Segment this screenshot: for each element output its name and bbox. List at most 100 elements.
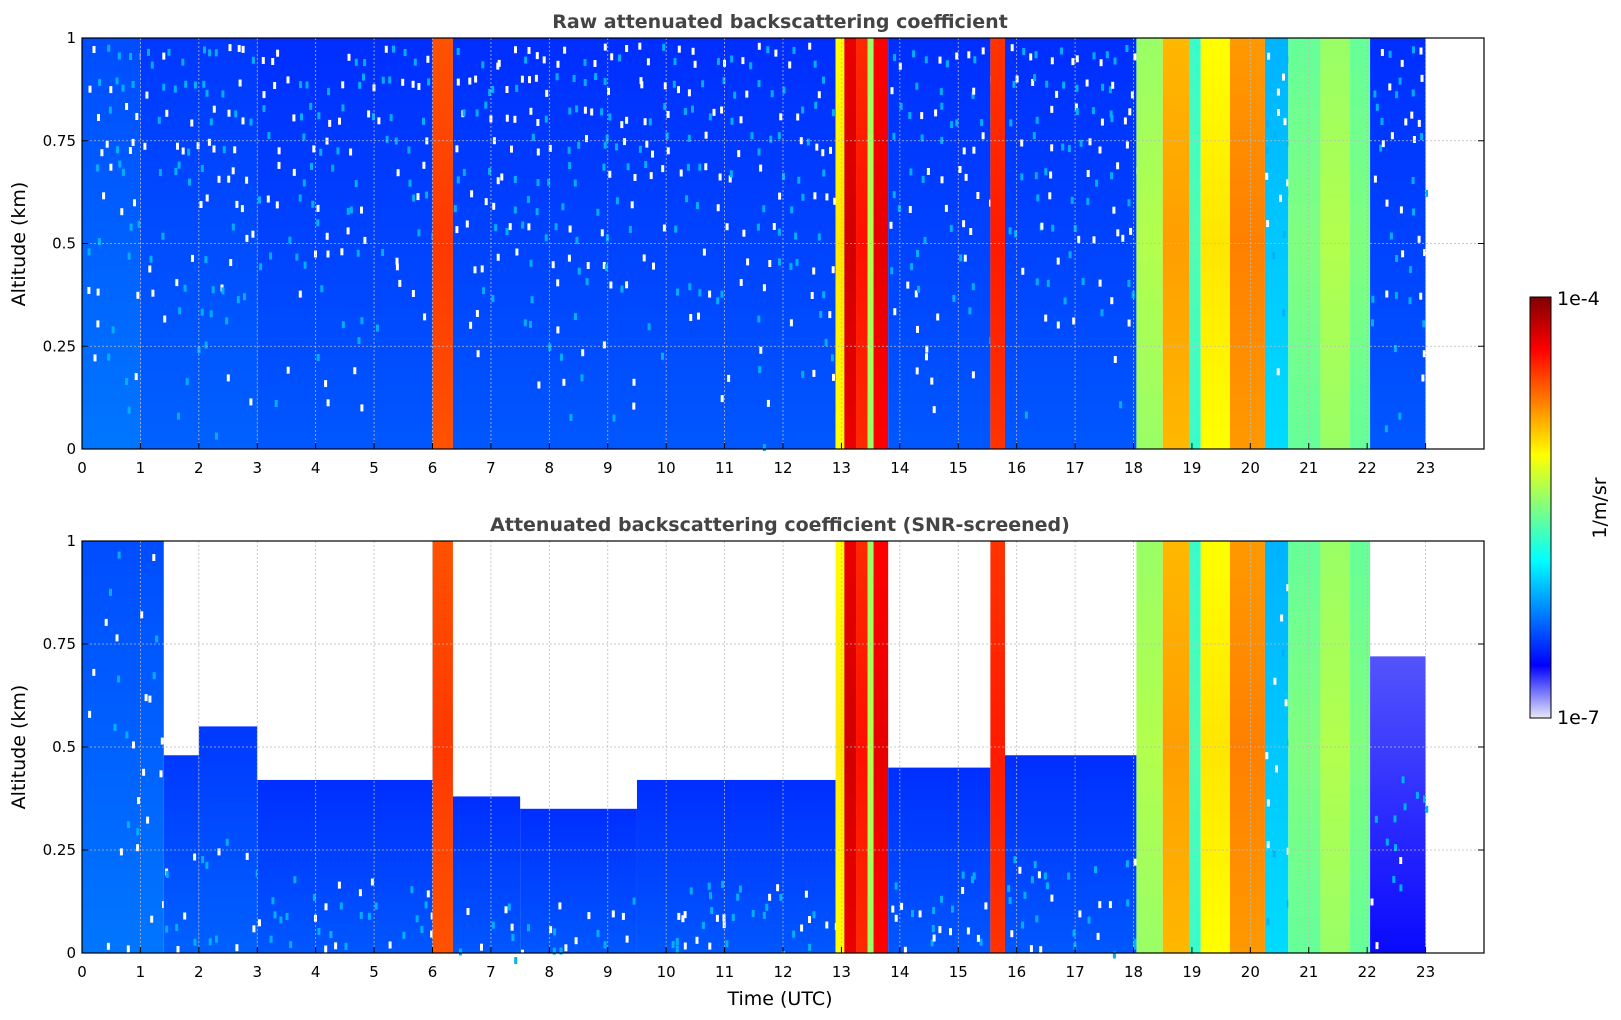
heatmap-speckle: [961, 871, 965, 879]
heatmap-speckle: [1086, 170, 1090, 177]
heatmap-speckle: [1110, 115, 1114, 123]
heatmap-speckle: [510, 145, 513, 153]
heatmap-speckle: [468, 77, 472, 85]
heatmap-speckle: [231, 223, 235, 231]
heatmap-speckle: [205, 861, 209, 869]
heatmap-speckle: [1282, 230, 1286, 238]
heatmap-speckle: [385, 135, 389, 143]
heatmap-speckle: [92, 46, 96, 53]
heatmap-speckle: [1032, 132, 1036, 140]
heatmap-speckle: [148, 265, 152, 273]
heatmap-speckle: [971, 283, 975, 291]
heatmap-column: [1264, 541, 1289, 953]
heatmap-speckle: [403, 49, 407, 56]
heatmap-speckle: [1010, 44, 1014, 52]
heatmap-speckle: [822, 291, 826, 299]
heatmap-speckle: [1111, 81, 1115, 89]
heatmap-speckle: [890, 267, 894, 275]
screened-x-ticks: 0 1 2 3 4 5 6 7 8 9 10 11 12 13 14 15 16 17 18 19 20 21 22 23: [77, 947, 1435, 981]
heatmap-speckle: [105, 140, 109, 148]
heatmap-speckle: [199, 201, 203, 208]
heatmap-speckle: [96, 288, 100, 296]
heatmap-speckle: [207, 138, 211, 146]
heatmap-speckle: [258, 919, 261, 927]
heatmap-speckle: [683, 911, 687, 919]
heatmap-speckle: [367, 912, 371, 920]
heatmap-speckle: [583, 79, 587, 86]
heatmap-speckle: [217, 848, 221, 856]
heatmap-speckle: [183, 284, 187, 292]
heatmap-speckle: [118, 160, 122, 168]
heatmap-speckle: [722, 914, 726, 922]
heatmap-speckle: [116, 146, 119, 154]
heatmap-speckle: [476, 350, 480, 358]
heatmap-speckle: [292, 168, 296, 176]
heatmap-speckle: [1399, 206, 1403, 214]
heatmap-speckle: [465, 220, 469, 228]
heatmap-speckle: [568, 225, 572, 233]
heatmap-speckle: [251, 230, 255, 238]
heatmap-speckle: [215, 432, 218, 440]
heatmap-speckle: [701, 80, 705, 88]
heatmap-speckle: [466, 908, 470, 915]
heatmap-speckle: [643, 118, 647, 126]
heatmap-speckle: [762, 205, 766, 213]
x-tick-label: 20: [1241, 963, 1260, 981]
x-tick-label: 0: [77, 459, 87, 477]
heatmap-speckle: [1398, 412, 1402, 420]
heatmap-speckle: [633, 174, 637, 181]
heatmap-speckle: [1092, 52, 1096, 60]
heatmap-speckle: [789, 319, 793, 327]
heatmap-speckle: [1068, 251, 1072, 259]
heatmap-speckle: [825, 193, 829, 201]
heatmap-speckle: [526, 195, 530, 203]
heatmap-speckle: [1072, 929, 1076, 937]
heatmap-speckle: [137, 220, 141, 228]
heatmap-speckle: [132, 741, 135, 749]
heatmap-speckle: [1404, 118, 1408, 126]
heatmap-speckle: [316, 219, 320, 227]
heatmap-speckle: [825, 921, 829, 929]
heatmap-speckle: [388, 941, 392, 949]
heatmap-speckle: [277, 147, 281, 155]
heatmap-speckle: [1056, 257, 1060, 265]
heatmap-speckle: [645, 140, 649, 148]
heatmap-speckle: [1112, 951, 1116, 959]
heatmap-speckle: [194, 81, 197, 89]
heatmap-speckle: [646, 58, 650, 66]
heatmap-speckle: [505, 228, 509, 235]
heatmap-speckle: [530, 296, 534, 304]
heatmap-speckle: [575, 105, 579, 113]
heatmap-speckle: [739, 279, 743, 286]
heatmap-speckle: [152, 672, 156, 680]
heatmap-speckle: [912, 50, 916, 58]
heatmap-speckle: [1073, 224, 1077, 232]
heatmap-speckle: [1100, 118, 1104, 126]
heatmap-speckle: [707, 882, 711, 890]
heatmap-speckle: [720, 106, 724, 114]
heatmap-speckle: [671, 941, 675, 949]
heatmap-speckle: [259, 263, 263, 271]
heatmap-speckle: [320, 285, 324, 293]
heatmap-speckle: [665, 132, 669, 140]
heatmap-speckle: [1129, 227, 1133, 235]
heatmap-speckle: [181, 58, 185, 66]
heatmap-speckle: [1020, 139, 1024, 147]
heatmap-speckle: [1286, 179, 1290, 187]
heatmap-speckle: [1130, 91, 1134, 99]
heatmap-speckle: [514, 957, 518, 964]
heatmap-speckle: [718, 173, 722, 181]
heatmap-speckle: [212, 145, 216, 153]
x-tick-label: 9: [603, 963, 613, 981]
heatmap-speckle: [903, 946, 907, 954]
heatmap-speckle: [1286, 584, 1290, 592]
x-tick-label: 16: [1007, 459, 1026, 477]
heatmap-speckle: [374, 902, 378, 910]
heatmap-speckle: [940, 176, 944, 184]
heatmap-speckle: [799, 137, 803, 145]
heatmap-speckle: [779, 113, 783, 121]
heatmap-speckle: [738, 885, 742, 893]
heatmap-speckle: [772, 223, 776, 230]
heatmap-speckle: [1078, 910, 1082, 918]
heatmap-speckle: [126, 821, 130, 829]
